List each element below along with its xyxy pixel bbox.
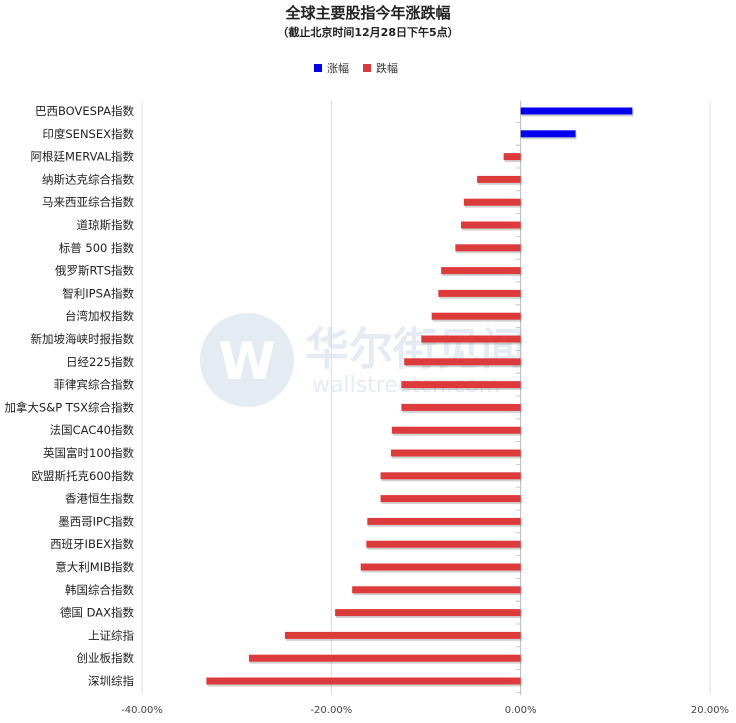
category-label-14: 法国CAC40指数 xyxy=(50,423,135,437)
bar-rect-6 xyxy=(455,244,521,252)
bar-rect-1 xyxy=(520,130,576,138)
bar-rect-13 xyxy=(401,403,521,411)
chart-title: 全球主要股指今年涨跌幅 xyxy=(284,4,450,22)
bar-rect-5 xyxy=(461,221,521,229)
bar-1 xyxy=(515,130,577,146)
bar-7 xyxy=(441,267,522,283)
bar-rect-18 xyxy=(367,517,521,525)
legend-swatch-1 xyxy=(363,64,371,72)
category-label-8: 智利IPSA指数 xyxy=(62,286,134,300)
category-label-22: 德国 DAX指数 xyxy=(60,606,135,620)
bars xyxy=(206,107,634,693)
bar-23 xyxy=(284,631,522,648)
bar-22 xyxy=(335,609,522,625)
bar-5 xyxy=(461,221,522,237)
bar-rect-22 xyxy=(335,609,521,617)
category-label-9: 台湾加权指数 xyxy=(65,309,134,323)
category-label-19: 西班牙IBEX指数 xyxy=(50,537,134,551)
legend: 涨幅 跌幅 xyxy=(314,61,398,75)
category-label-13: 加拿大S&P TSX综合指数 xyxy=(4,400,134,414)
bar-14 xyxy=(391,426,522,443)
watermark-logo-letter: W xyxy=(218,332,275,392)
x-tick-label-1: -20.00% xyxy=(310,705,352,716)
category-label-12: 菲律宾综合指数 xyxy=(54,378,135,392)
category-label-5: 道琼斯指数 xyxy=(77,218,135,232)
bar-rect-24 xyxy=(248,654,521,662)
category-label-17: 香港恒生指数 xyxy=(65,492,134,506)
category-labels: 巴西BOVESPA指数印度SENSEX指数阿根廷MERVAL指数纳斯达克综合指数… xyxy=(4,104,134,688)
bar-2 xyxy=(503,153,522,169)
bar-15 xyxy=(390,449,522,465)
category-label-21: 韩国综合指数 xyxy=(65,583,134,597)
bar-rect-21 xyxy=(352,586,521,594)
category-label-15: 英国富时100指数 xyxy=(43,446,134,460)
category-label-10: 新加坡海峡时报指数 xyxy=(31,332,135,346)
legend-label-0: 涨幅 xyxy=(327,62,349,75)
category-label-2: 阿根廷MERVAL指数 xyxy=(31,150,135,164)
x-axis-ticks: -40.00% -20.00% 0.00% 20.00% xyxy=(121,705,729,716)
bar-19 xyxy=(366,540,522,557)
legend-swatch-0 xyxy=(314,64,322,72)
bar-12 xyxy=(401,381,522,397)
bar-rect-15 xyxy=(390,449,521,457)
bar-rect-4 xyxy=(463,198,521,206)
x-tick-label-2: 0.00% xyxy=(505,705,537,716)
bar-rect-3 xyxy=(477,175,521,183)
category-label-11: 日经225指数 xyxy=(66,355,134,369)
category-label-20: 意大利MIB指数 xyxy=(55,560,134,574)
category-label-3: 纳斯达克综合指数 xyxy=(42,172,134,186)
bar-11 xyxy=(404,358,522,374)
bar-rect-16 xyxy=(380,472,521,480)
bar-rect-25 xyxy=(206,677,521,685)
legend-label-1: 跌幅 xyxy=(376,61,398,75)
bar-rect-12 xyxy=(401,381,521,389)
bar-9 xyxy=(431,312,522,329)
bar-25 xyxy=(206,677,522,693)
category-label-23: 上证综指 xyxy=(88,628,134,642)
category-label-6: 标普 500 指数 xyxy=(59,241,135,255)
bar-rect-19 xyxy=(366,540,521,548)
bar-rect-11 xyxy=(404,358,521,366)
category-label-24: 创业板指数 xyxy=(77,651,135,665)
bar-17 xyxy=(380,495,522,511)
bar-16 xyxy=(380,472,522,488)
bar-rect-14 xyxy=(391,426,521,434)
bar-0 xyxy=(515,107,634,123)
x-tick-label-0: -40.00% xyxy=(121,705,163,716)
bar-rect-8 xyxy=(438,289,521,297)
category-label-25: 深圳综指 xyxy=(88,674,134,688)
category-label-0: 巴西BOVESPA指数 xyxy=(35,104,135,118)
bar-rect-7 xyxy=(441,267,521,275)
category-label-1: 印度SENSEX指数 xyxy=(42,127,134,141)
bar-20 xyxy=(360,563,522,579)
bar-18 xyxy=(367,517,522,534)
watermark-name: 华尔街见闻 xyxy=(305,324,525,375)
bar-rect-10 xyxy=(421,335,521,343)
bar-8 xyxy=(438,289,522,306)
category-label-18: 墨西哥IPC指数 xyxy=(58,514,134,528)
bar-13 xyxy=(401,403,522,420)
bar-4 xyxy=(463,198,522,215)
chart-subtitle: （截止北京时间12月28日下午5点） xyxy=(277,25,458,39)
bar-rect-20 xyxy=(360,563,521,571)
category-label-7: 俄罗斯RTS指数 xyxy=(55,264,134,278)
bar-rect-23 xyxy=(284,631,521,639)
bar-6 xyxy=(455,244,522,260)
bar-21 xyxy=(352,586,522,602)
bar-rect-0 xyxy=(520,107,633,115)
bar-rect-17 xyxy=(380,495,521,503)
bar-24 xyxy=(248,654,522,671)
category-label-16: 欧盟斯托克600指数 xyxy=(32,469,135,483)
bar-rect-2 xyxy=(503,153,521,161)
bar-3 xyxy=(477,175,522,192)
bar-rect-9 xyxy=(431,312,521,320)
x-tick-label-3: 20.00% xyxy=(691,705,729,716)
category-label-4: 马来西亚综合指数 xyxy=(42,195,134,209)
bar-10 xyxy=(421,335,522,351)
